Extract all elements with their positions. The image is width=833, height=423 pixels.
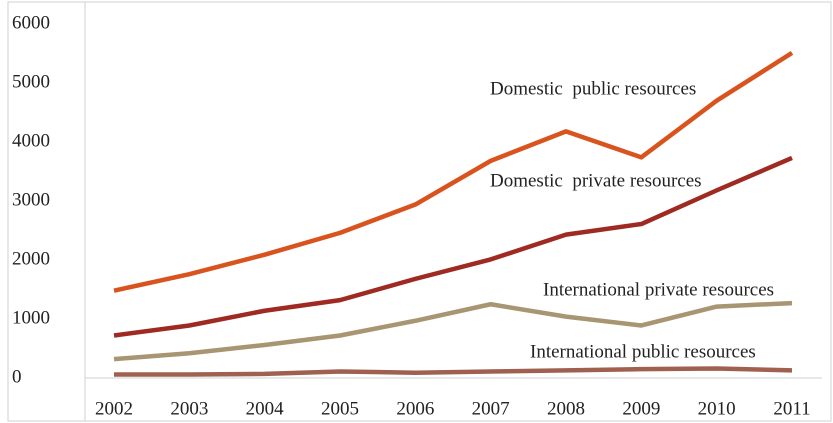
- y-tick-label: 1000: [12, 307, 50, 328]
- x-tick-label: 2003: [170, 398, 208, 419]
- x-tick-label: 2002: [95, 398, 133, 419]
- x-tick-label: 2004: [246, 398, 285, 419]
- series-label: International public resources: [530, 341, 756, 362]
- x-tick-label: 2009: [622, 398, 660, 419]
- y-tick-label: 2000: [12, 248, 50, 269]
- y-tick-label: 4000: [12, 130, 50, 151]
- series-label: International private resources: [543, 279, 774, 300]
- y-tick-label: 5000: [12, 71, 50, 92]
- x-tick-label: 2008: [547, 398, 585, 419]
- series-line: [113, 155, 793, 338]
- y-tick-label: 6000: [12, 12, 50, 33]
- x-tick-label: 2007: [472, 398, 510, 419]
- x-tick-label: 2011: [773, 398, 810, 419]
- x-tick-label: 2010: [698, 398, 736, 419]
- x-tick-label: 2006: [396, 398, 434, 419]
- chart-border: [7, 1, 832, 422]
- x-tick-label: 2005: [321, 398, 359, 419]
- series-line: [113, 300, 793, 362]
- y-tick-label: 0: [12, 366, 22, 387]
- series-line: [114, 366, 793, 377]
- series-line: [113, 51, 794, 293]
- y-tick-label: 3000: [12, 189, 50, 210]
- series-label: Domestic private resources: [490, 170, 702, 191]
- series-label: Domestic public resources: [490, 78, 696, 99]
